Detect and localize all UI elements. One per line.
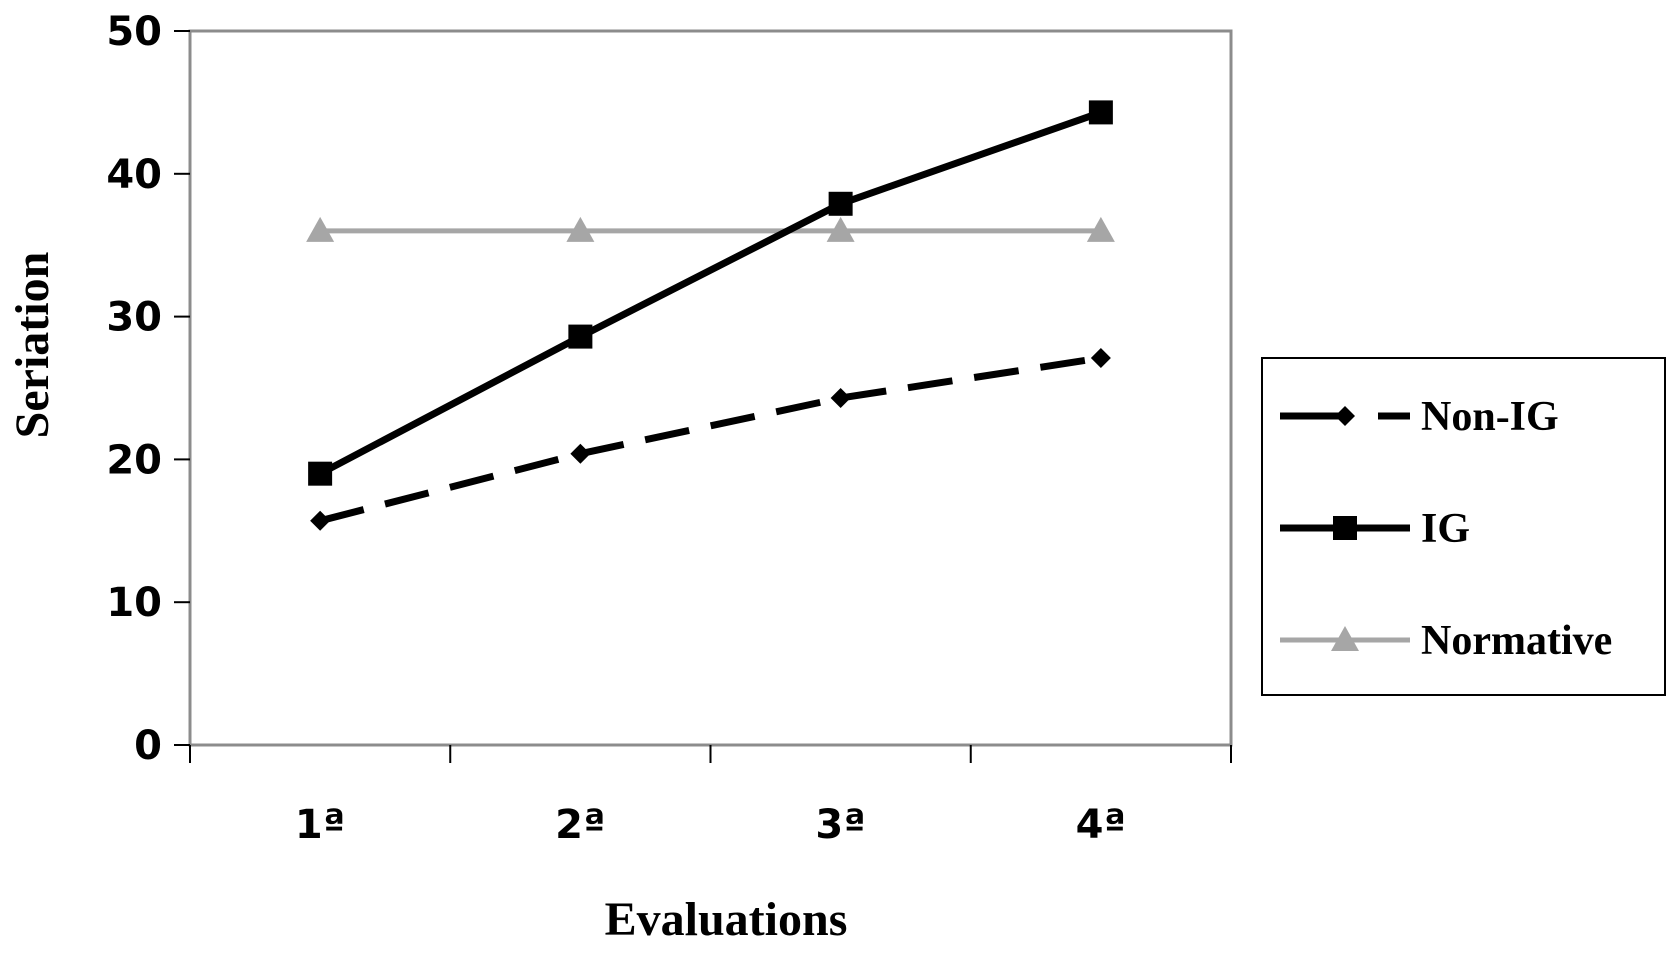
y-tick-label: 30 [106, 295, 162, 341]
data-point [1086, 216, 1115, 242]
data-point [306, 216, 335, 242]
data-point [570, 443, 591, 464]
legend-marker [1331, 626, 1359, 651]
x-tick-label: 2ª [555, 802, 605, 848]
legend-marker [1333, 516, 1357, 540]
legend: Non-IG IG Normative [1261, 357, 1666, 696]
x-axis-title: Evaluations [605, 893, 848, 946]
plot-area [188, 29, 1233, 747]
series-non-ig [310, 348, 1111, 531]
data-point [830, 387, 851, 408]
series-layer [306, 100, 1115, 531]
y-tick-label: 10 [106, 580, 162, 626]
series-line [319, 354, 1102, 525]
axes: 0 10 20 30 40 50 1ª 2ª 3ª 4ª [106, 9, 1232, 848]
series-ig [308, 100, 1113, 486]
y-tick-label: 20 [106, 437, 162, 483]
legend-items: Non-IG IG Normative [1280, 394, 1612, 664]
legend-item: IG [1280, 506, 1470, 552]
legend-item: Normative [1280, 618, 1612, 664]
y-axis-title: Seriation [6, 252, 59, 439]
x-tick-label: 4ª [1076, 802, 1126, 848]
data-point [566, 216, 595, 242]
legend-label: Non-IG [1421, 394, 1559, 440]
y-tick-label: 50 [106, 9, 162, 55]
legend-label: Normative [1421, 618, 1612, 664]
data-point [828, 191, 853, 216]
y-tick-label: 40 [106, 152, 162, 198]
data-point [1088, 100, 1113, 125]
series-normative [306, 216, 1115, 242]
legend-label: IG [1421, 506, 1470, 552]
data-point [310, 510, 331, 531]
data-point [308, 461, 333, 486]
legend-marker [1335, 406, 1355, 426]
data-point [568, 324, 593, 349]
data-point [1090, 348, 1111, 369]
y-tick-label: 0 [134, 723, 162, 769]
x-tick-label: 3ª [815, 802, 865, 848]
data-point [826, 216, 855, 242]
legend-item: Non-IG [1280, 394, 1559, 440]
x-tick-label: 1ª [295, 802, 345, 848]
series-line [318, 109, 1103, 477]
